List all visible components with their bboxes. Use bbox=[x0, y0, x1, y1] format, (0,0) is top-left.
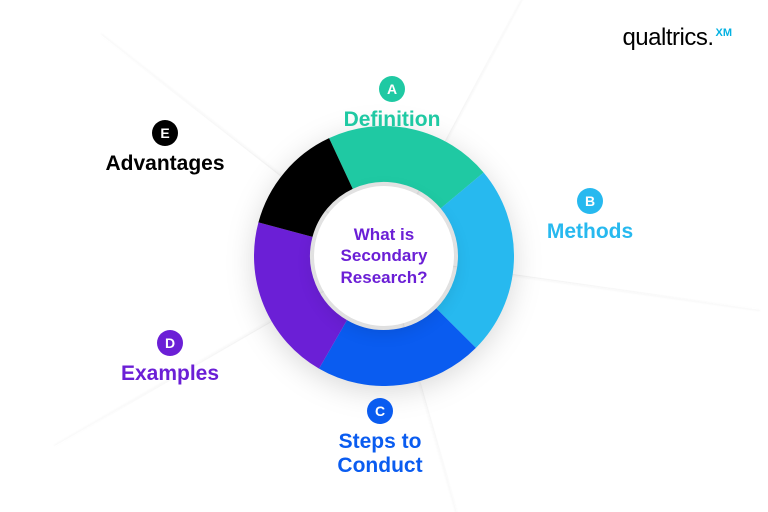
ring-segment-c bbox=[333, 328, 456, 358]
node-label: Advantages bbox=[85, 152, 245, 176]
node-label: Methods bbox=[510, 220, 670, 244]
ring-segment-b bbox=[456, 190, 486, 328]
node-e: E Advantages bbox=[85, 120, 245, 176]
node-badge: D bbox=[157, 330, 183, 356]
node-label: Steps toConduct bbox=[300, 430, 460, 478]
node-badge: E bbox=[152, 120, 178, 146]
node-b: B Methods bbox=[510, 188, 670, 244]
node-c: C Steps toConduct bbox=[300, 398, 460, 478]
center-disc: What is Secondary Research? bbox=[314, 186, 454, 326]
ring-segment-a bbox=[341, 154, 462, 190]
brand-logo: qualtrics.XM bbox=[622, 24, 732, 52]
infographic-stage: qualtrics.XM What is Secondary Research?… bbox=[0, 0, 768, 512]
node-badge: A bbox=[379, 76, 405, 102]
node-label: Examples bbox=[90, 362, 250, 386]
logo-text: qualtrics. bbox=[622, 24, 713, 51]
center-text: What is Secondary Research? bbox=[314, 224, 454, 288]
node-badge: C bbox=[367, 398, 393, 424]
node-a: A Definition bbox=[312, 76, 472, 132]
node-d: D Examples bbox=[90, 330, 250, 386]
logo-suffix: XM bbox=[716, 27, 733, 39]
node-label: Definition bbox=[312, 108, 472, 132]
node-badge: B bbox=[577, 188, 603, 214]
